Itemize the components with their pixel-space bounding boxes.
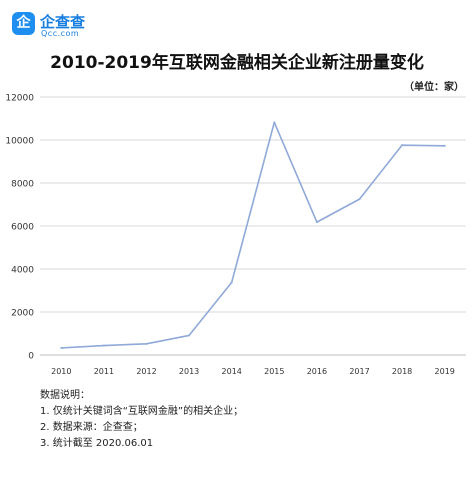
data-point-2016: [315, 221, 318, 224]
x-tick-label-2018: 2018: [392, 367, 412, 376]
note-item-2: 2. 数据来源：企查查；: [40, 422, 143, 433]
x-tick-label-2016: 2016: [307, 367, 327, 376]
y-tick-label-8000: 8000: [11, 180, 34, 190]
series-line-0: [61, 121, 445, 349]
data-point-2011: [102, 344, 105, 347]
notes-heading: 数据说明：: [40, 390, 90, 401]
data-point-2012: [145, 342, 148, 345]
y-tick-label-10000: 10000: [5, 137, 34, 147]
x-tick-label-2014: 2014: [222, 367, 242, 376]
unit-label: （单位：家）: [404, 82, 464, 93]
note-item-3: 3. 统计截至 2020.06.01: [40, 438, 154, 449]
y-tick-label-4000: 4000: [11, 266, 34, 276]
data-point-2019: [443, 144, 446, 147]
x-tick-label-2015: 2015: [264, 367, 284, 376]
y-tick-label-0: 0: [28, 352, 34, 362]
data-point-2013: [188, 334, 191, 337]
data-point-2010: [60, 346, 63, 349]
data-point-2014: [230, 281, 233, 284]
data-notes: 数据说明： 1. 仅统计关键词含“互联网金融”的相关企业； 2. 数据来源：企查…: [40, 388, 243, 452]
chart-title: 2010-2019年互联网金融相关企业新注册量变化: [50, 53, 424, 73]
x-tick-label-2017: 2017: [349, 367, 369, 376]
qcc-logo: 企 企查查 Qcc.com: [12, 12, 102, 40]
note-item-1: 1. 仅统计关键词含“互联网金融”的相关企业；: [40, 406, 244, 417]
x-tick-label-2012: 2012: [136, 367, 156, 376]
y-tick-label-12000: 12000: [5, 94, 34, 104]
data-point-2015: [273, 121, 276, 124]
y-tick-label-6000: 6000: [11, 223, 34, 233]
y-tick-label-2000: 2000: [11, 309, 34, 319]
brand-domain: Qcc.com: [41, 29, 80, 38]
data-point-2017: [358, 198, 361, 201]
x-tick-label-2011: 2011: [94, 367, 114, 376]
x-tick-label-2013: 2013: [179, 367, 199, 376]
qcc-logo-icon: 企: [12, 12, 35, 35]
x-tick-label-2010: 2010: [51, 367, 71, 376]
x-tick-label-2019: 2019: [435, 367, 455, 376]
data-point-2018: [401, 144, 404, 147]
brand-name: 企查查: [40, 13, 86, 31]
